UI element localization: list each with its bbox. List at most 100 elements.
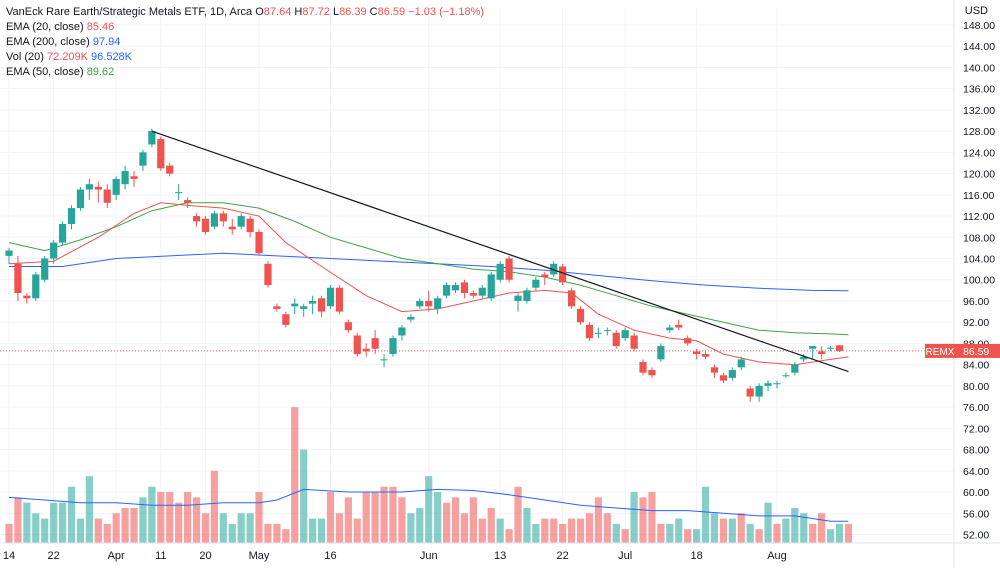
candle-body: [112, 178, 120, 195]
ema200-legend[interactable]: EMA (200, close) 97.94: [6, 35, 484, 50]
candle-body: [300, 306, 308, 309]
volume-bar: [398, 497, 406, 543]
symbol-row: VanEck Rare Earth/Strategic Metals ETF, …: [6, 5, 484, 20]
candle: [764, 380, 772, 392]
last-price-symbol-bg: [925, 343, 955, 358]
candle-body: [746, 388, 754, 397]
candle-body: [157, 139, 165, 169]
candle-body: [826, 347, 835, 349]
y-tick-label: 68.00: [963, 445, 989, 457]
volume-bar: [451, 497, 460, 543]
volume-legend[interactable]: Vol (20) 72.209K 96.528K: [6, 50, 484, 65]
ema50-legend[interactable]: EMA (50, close) 89.62: [6, 65, 484, 80]
candle-body: [210, 213, 218, 227]
candle-body: [505, 258, 513, 280]
candle-body: [389, 338, 397, 355]
candle-body: [317, 298, 326, 312]
candle: [576, 306, 585, 325]
candle: [371, 330, 379, 355]
candle: [23, 293, 31, 304]
candle-body: [451, 285, 460, 291]
candle-body: [41, 258, 49, 280]
volume-bar: [469, 497, 477, 543]
volume-bar: [809, 523, 817, 543]
candle-body: [326, 287, 335, 307]
ema200-value: 97.94: [92, 36, 121, 48]
ema20-legend[interactable]: EMA (20, close) 85.46: [6, 20, 484, 35]
volume-bar: [58, 502, 67, 543]
candle-body: [103, 189, 111, 203]
volume-bar: [844, 523, 853, 543]
candle-body: [139, 152, 147, 166]
candle: [121, 165, 129, 190]
candle-body: [835, 345, 844, 351]
candle: [612, 330, 620, 349]
candle-body: [380, 359, 388, 361]
candle: [103, 184, 111, 209]
y-tick-label: 80.00: [963, 381, 989, 393]
candle: [416, 298, 424, 309]
candle: [425, 290, 433, 312]
trend-line: [151, 130, 849, 373]
candle: [317, 295, 326, 317]
candle: [32, 271, 40, 301]
candle-body: [442, 285, 451, 296]
candle: [478, 285, 486, 299]
candle: [309, 295, 317, 315]
volume-bar: [612, 523, 620, 543]
last-price-value-bg: [955, 343, 1000, 358]
volume-bar: [416, 507, 424, 543]
volume-bar: [800, 513, 808, 543]
volume-bar: [737, 513, 745, 543]
candle: [594, 327, 602, 339]
candle-body: [407, 316, 415, 320]
candlesticks: [5, 128, 844, 402]
volume-bar: [139, 497, 147, 543]
candle: [648, 367, 656, 378]
candle: [166, 162, 174, 177]
candle: [621, 327, 629, 341]
candle: [782, 372, 790, 378]
volume-bar: [657, 523, 665, 543]
y-tick-label: 56.00: [963, 508, 989, 520]
candle-body: [585, 324, 594, 339]
candle-body: [710, 367, 719, 373]
volume-value: 72.209K: [46, 51, 88, 63]
volume-bar: [666, 523, 674, 543]
volume-bar: [710, 513, 719, 543]
candle-body: [523, 290, 531, 301]
y-tick-label: 72.00: [963, 423, 989, 435]
x-tick-label: 13: [494, 550, 506, 562]
candle: [684, 335, 692, 347]
volume-bar: [192, 497, 201, 543]
volume-bar: [130, 507, 138, 543]
volume-bar: [746, 523, 754, 543]
candle-body: [353, 335, 361, 355]
candle-body: [58, 224, 67, 243]
candle-body: [85, 184, 93, 190]
candle-body: [657, 346, 665, 360]
candle: [175, 184, 183, 201]
ema20-label: EMA (20, close): [6, 21, 84, 33]
volume-bar: [362, 492, 370, 543]
y-tick-label: 124.00: [963, 147, 995, 159]
volume-bar: [478, 518, 486, 543]
close-label: C: [369, 6, 378, 18]
volume-bar: [407, 513, 415, 543]
candle: [809, 346, 817, 360]
volume-bar: [389, 486, 397, 543]
low-value: 86.39: [339, 6, 367, 18]
candle-body: [782, 375, 790, 377]
volume-bar: [505, 529, 513, 543]
candle: [273, 303, 281, 312]
candle-body: [219, 213, 227, 222]
candle-body: [76, 189, 85, 209]
candle-body: [291, 303, 299, 307]
candle-body: [701, 354, 710, 357]
candle-body: [184, 200, 192, 203]
candle: [246, 216, 254, 238]
candle-body: [371, 338, 379, 349]
x-tick-label: 14: [3, 550, 15, 562]
y-tick-label: 76.00: [963, 402, 989, 414]
